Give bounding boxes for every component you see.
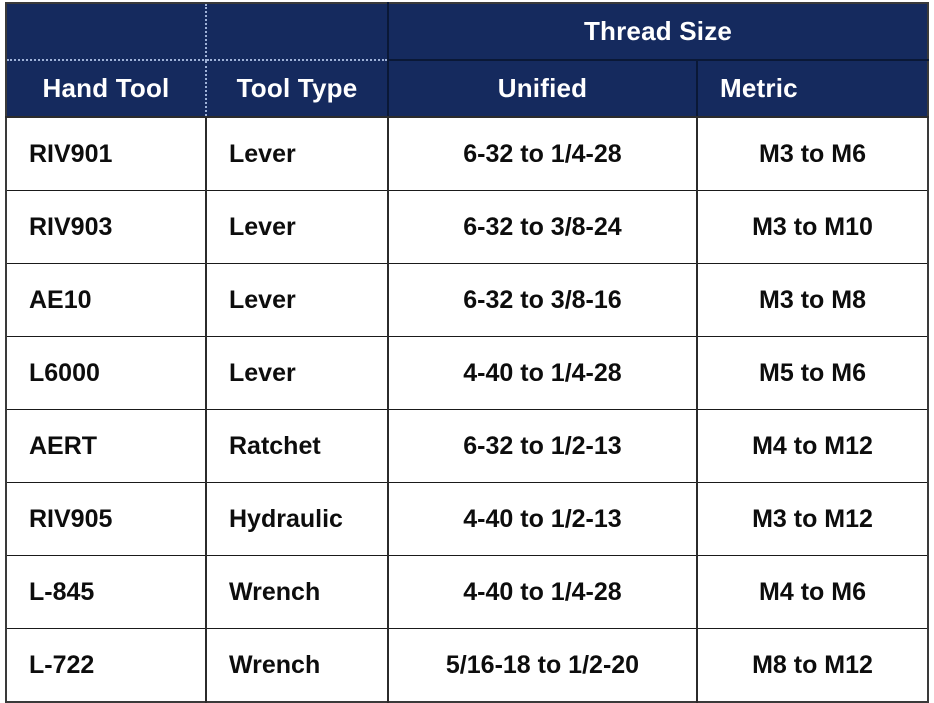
cell-hand-tool: AE10 [6, 263, 207, 337]
cell-metric: M5 to M6 [697, 336, 929, 410]
cell-hand-tool: RIV905 [6, 482, 207, 556]
cell-hand-tool: RIV903 [6, 190, 207, 264]
header-row-columns: Hand Tool Tool Type Unified Metric [6, 60, 929, 118]
cell-tool-type: Hydraulic [206, 482, 389, 556]
cell-metric: M3 to M10 [697, 190, 929, 264]
cell-tool-type: Wrench [206, 555, 389, 629]
cell-metric: M3 to M6 [697, 117, 929, 191]
cell-hand-tool: AERT [6, 409, 207, 483]
hand-tool-thread-size-table: Thread Size Hand Tool Tool Type Unified … [5, 2, 930, 703]
cell-hand-tool: L-845 [6, 555, 207, 629]
cell-hand-tool: RIV901 [6, 117, 207, 191]
cell-hand-tool: L-722 [6, 628, 207, 702]
cell-tool-type: Lever [206, 263, 389, 337]
table-header: Thread Size Hand Tool Tool Type Unified … [6, 3, 929, 118]
column-header-hand-tool[interactable]: Hand Tool [6, 60, 207, 118]
cell-unified: 4-40 to 1/4-28 [388, 336, 698, 410]
cell-unified: 5/16-18 to 1/2-20 [388, 628, 698, 702]
header-spacer-tool-type [206, 3, 389, 61]
cell-unified: 6-32 to 3/8-16 [388, 263, 698, 337]
cell-metric: M4 to M6 [697, 555, 929, 629]
table-row: RIV901 Lever 6-32 to 1/4-28 M3 to M6 [6, 117, 929, 191]
cell-metric: M4 to M12 [697, 409, 929, 483]
cell-metric: M3 to M8 [697, 263, 929, 337]
cell-tool-type: Lever [206, 190, 389, 264]
table-row: L-722 Wrench 5/16-18 to 1/2-20 M8 to M12 [6, 628, 929, 702]
column-header-metric[interactable]: Metric [697, 60, 929, 118]
table-row: L6000 Lever 4-40 to 1/4-28 M5 to M6 [6, 336, 929, 410]
cell-hand-tool: L6000 [6, 336, 207, 410]
header-spacer-hand-tool [6, 3, 207, 61]
table-row: AERT Ratchet 6-32 to 1/2-13 M4 to M12 [6, 409, 929, 483]
table-body: RIV901 Lever 6-32 to 1/4-28 M3 to M6 RIV903 L… [6, 117, 929, 702]
table-row: L-845 Wrench 4-40 to 1/4-28 M4 to M6 [6, 555, 929, 629]
cell-unified: 4-40 to 1/2-13 [388, 482, 698, 556]
table-row: RIV903 Lever 6-32 to 3/8-24 M3 to M10 [6, 190, 929, 264]
cell-tool-type: Lever [206, 117, 389, 191]
header-row-group: Thread Size [6, 3, 929, 61]
cell-tool-type: Lever [206, 336, 389, 410]
cell-tool-type: Ratchet [206, 409, 389, 483]
header-group-thread-size: Thread Size [386, 3, 929, 61]
table-row: AE10 Lever 6-32 to 3/8-16 M3 to M8 [6, 263, 929, 337]
cell-unified: 6-32 to 3/8-24 [388, 190, 698, 264]
cell-unified: 4-40 to 1/4-28 [388, 555, 698, 629]
column-header-tool-type[interactable]: Tool Type [206, 60, 389, 118]
column-header-unified[interactable]: Unified [388, 60, 698, 118]
cell-unified: 6-32 to 1/2-13 [388, 409, 698, 483]
cell-metric: M3 to M12 [697, 482, 929, 556]
table-row: RIV905 Hydraulic 4-40 to 1/2-13 M3 to M12 [6, 482, 929, 556]
cell-metric: M8 to M12 [697, 628, 929, 702]
cell-unified: 6-32 to 1/4-28 [388, 117, 698, 191]
cell-tool-type: Wrench [206, 628, 389, 702]
